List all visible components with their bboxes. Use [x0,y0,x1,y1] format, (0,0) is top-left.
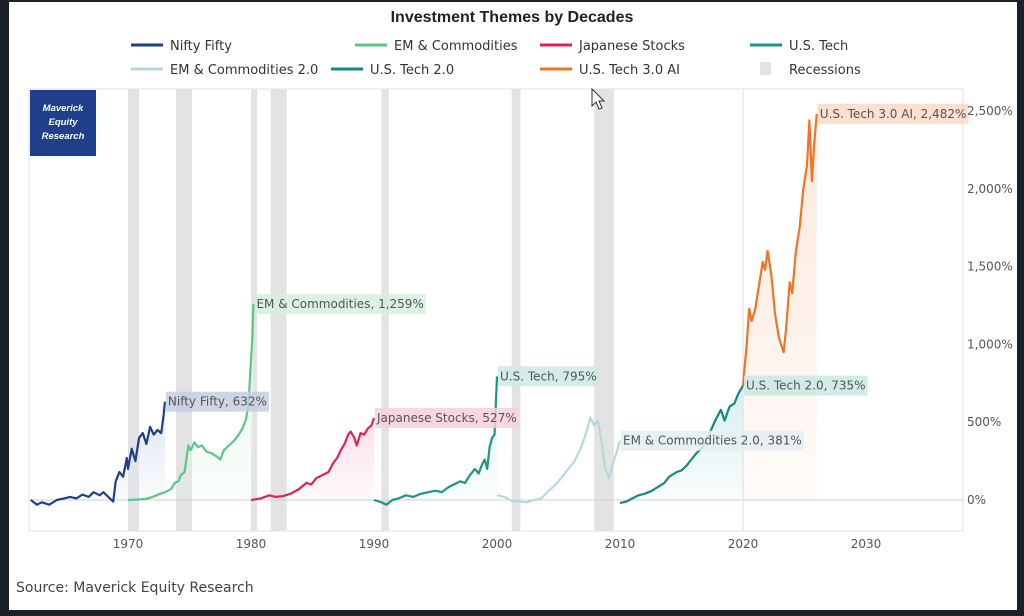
series-fill-nifty-fifty [30,401,165,500]
legend-label: U.S. Tech 2.0 [370,63,454,78]
series-end-labels: Nifty Fifty, 632% EM & Commodities, 1,259… [165,103,969,451]
legend-item-u-s-tech-2-0[interactable]: U.S. Tech 2.0 [331,63,454,78]
y-tick-label: 500% [967,415,1001,429]
end-label-text: U.S. Tech 3.0 AI, 2,482% [820,107,967,121]
y-tick-label: 2,500% [967,104,1013,118]
legend-item-u-s-tech[interactable]: U.S. Tech [750,39,848,54]
end-label-japanese-stocks: Japanese Stocks, 527% [375,407,519,428]
y-tick-label: 1,500% [967,260,1013,274]
series-fill-u-s-tech [374,376,497,500]
y-tick-label: 1,000% [967,337,1013,351]
legend-label: EM & Commodities [394,39,518,54]
logo-background [30,90,96,156]
series-fills [30,113,817,501]
chart-title: Investment Themes by Decades [391,9,634,26]
legend-item-nifty-fifty[interactable]: Nifty Fifty [131,39,232,54]
recession-band [594,89,614,531]
recession-band [511,89,521,531]
x-tick-label: 2030 [851,537,882,551]
recession-band [128,89,140,531]
series-fill-japanese-stocks [251,418,374,500]
end-label-background [744,375,868,396]
legend-label: Nifty Fifty [170,39,232,54]
series-line-u-s-tech-2-0 [619,385,744,505]
mouse-cursor-icon [591,87,606,110]
end-label-text: Nifty Fifty, 632% [168,395,267,409]
end-label-em-commodities: EM & Commodities, 1,259% [254,294,426,315]
end-label-text: U.S. Tech 2.0, 735% [746,379,866,393]
legend-item-u-s-tech-3-0-ai[interactable]: U.S. Tech 3.0 AI [540,63,680,78]
series-line-nifty-fifty [30,401,166,506]
end-label-background [817,103,969,124]
end-label-text: Japanese Stocks, 527% [376,411,517,425]
series-line-japanese-stocks [250,417,376,502]
x-tick-label: 2020 [728,537,759,551]
end-label-text: EM & Commodities, 1,259% [256,297,423,311]
plot-frame [28,88,964,532]
end-label-background [498,366,599,387]
plot-border [28,88,964,532]
legend-item-em-commodities-2-0[interactable]: EM & Commodities 2.0 [131,63,318,78]
legend-label: Recessions [789,63,861,78]
x-tick-label: 1980 [236,537,267,551]
end-label-u-s-tech-2-0: U.S. Tech 2.0, 735% [744,375,868,396]
series-line-em-commodities [127,304,255,502]
gridlines [29,89,963,531]
series-line-u-s-tech-3-0-ai [741,113,818,386]
legend-item-recessions[interactable]: Recessions [760,62,861,78]
end-label-background [621,430,804,451]
legend-item-japanese-stocks[interactable]: Japanese Stocks [540,39,685,54]
end-label-u-s-tech: U.S. Tech, 795% [498,366,599,387]
legend: Nifty Fifty EM & Commodities Japanese Stoc… [131,39,861,78]
end-label-text: EM & Commodities 2.0, 381% [623,434,802,448]
x-tick-label: 1990 [359,537,390,551]
end-label-background [375,407,519,428]
x-tick-label: 1970 [113,537,144,551]
series-fill-u-s-tech-3-0-ai [743,113,817,501]
source-note: Source: Maverick Equity Research [16,580,254,596]
axis-ticks: 1970 1980 1990 2000 2010 2020 2030 0% 500% 1,000%… [113,104,1013,551]
end-label-text: U.S. Tech, 795% [500,369,597,383]
legend-swatch-box [760,62,771,75]
x-tick-label: 2000 [482,537,513,551]
legend-label: EM & Commodities 2.0 [170,63,318,78]
legend-label: Japanese Stocks [578,39,685,54]
logo-line-2: Equity [48,117,78,128]
series-line-u-s-tech [373,376,499,506]
legend-label: U.S. Tech 3.0 AI [579,63,680,78]
legend-item-em-commodities[interactable]: EM & Commodities [355,39,518,54]
series-fill-u-s-tech-2-0 [620,385,743,500]
series-line-em-commodities-2-0 [496,416,622,504]
end-label-background [165,391,269,412]
end-label-nifty-fifty: Nifty Fifty, 632% [165,391,269,412]
x-tick-label: 2010 [605,537,636,551]
recession-band [175,89,192,531]
series-lines [30,113,818,506]
logo-badge: Maverick Equity Research [30,90,96,156]
y-tick-label: 2,000% [967,182,1013,196]
y-tick-label: 0% [967,493,986,507]
end-label-em-commodities-2-0: EM & Commodities 2.0, 381% [621,430,804,451]
logo-line-1: Maverick [43,103,84,114]
end-label-background [254,294,426,315]
legend-label: U.S. Tech [789,39,848,54]
series-fill-em-commodities [128,304,254,500]
logo-line-3: Research [42,131,85,142]
end-label-u-s-tech-3-0-ai: U.S. Tech 3.0 AI, 2,482% [817,103,969,124]
